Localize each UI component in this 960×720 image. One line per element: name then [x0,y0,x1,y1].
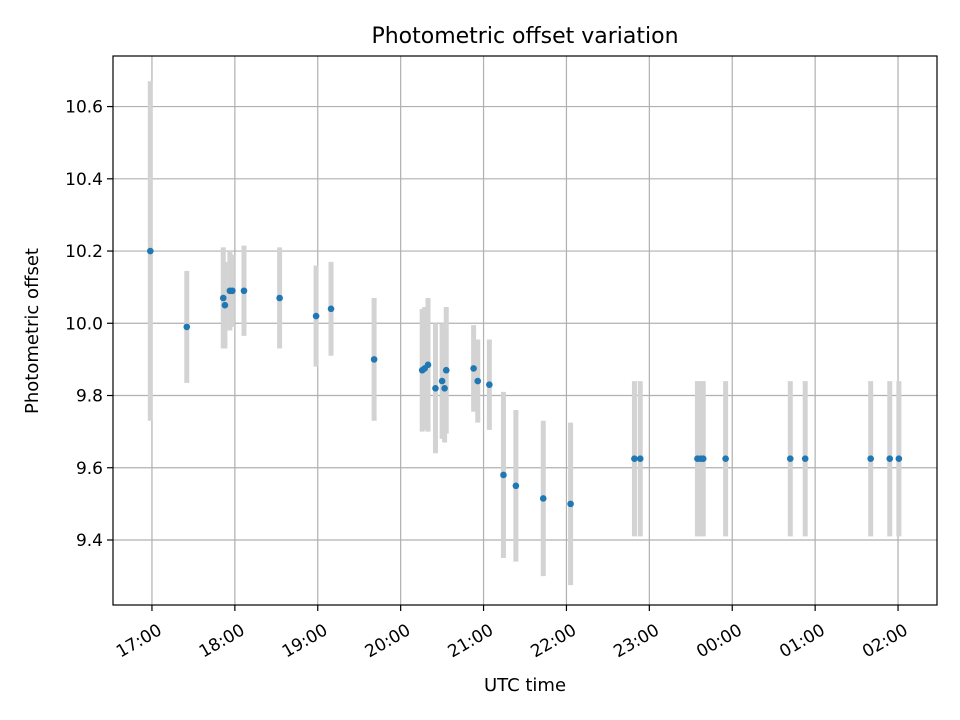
y-tick-label: 10.4 [65,170,103,190]
y-tick-label: 10.6 [65,98,103,118]
data-point [867,455,874,463]
data-point [539,495,547,502]
data-point [240,287,248,295]
data-point [229,287,236,295]
data-point [442,366,450,374]
x-axis-label: UTC time [484,675,566,696]
data-point [432,384,439,392]
y-tick-label: 9.6 [76,459,103,479]
y-tick-label: 10.2 [65,242,103,262]
data-point [486,381,493,388]
data-point [699,455,707,463]
data-point [631,455,638,463]
data-point [786,455,794,463]
data-point [438,377,446,385]
data-point [500,471,507,479]
chart-title: Photometric offset variation [371,24,678,49]
data-point [183,323,191,331]
data-point [567,500,574,508]
data-point [474,377,482,385]
data-points [147,247,903,508]
data-point [722,455,729,463]
data-point [276,294,283,302]
data-point [441,384,448,392]
data-point [886,455,894,463]
y-tick-label: 10.0 [65,314,103,334]
y-tick-label: 9.4 [76,531,103,551]
y-axis-label: Photometric offset [22,248,43,414]
data-point [327,305,335,313]
data-point [470,365,477,372]
data-point [312,312,320,320]
data-point [895,455,903,463]
data-point [424,361,432,369]
data-point [801,455,809,463]
data-point [512,482,520,490]
grid-lines [113,56,937,605]
y-tick-label: 9.8 [76,387,103,407]
data-point [221,301,229,309]
data-point [219,294,227,302]
plot-frame [112,55,938,606]
data-point [147,247,154,255]
data-point [370,356,378,363]
data-point [636,455,644,463]
